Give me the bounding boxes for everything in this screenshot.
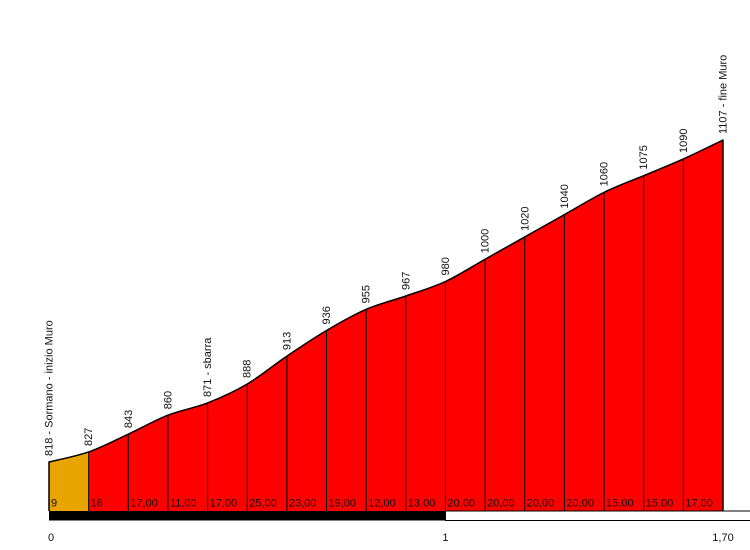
elevation-label: 1060 xyxy=(599,162,611,186)
gradient-label: 20,00 xyxy=(566,498,594,510)
gradient-label: 13,00 xyxy=(408,498,436,510)
x-axis-label: 1,70 xyxy=(712,532,733,544)
profile-segment xyxy=(49,451,89,511)
elevation-label: 955 xyxy=(361,285,373,303)
profile-segment xyxy=(564,192,605,511)
profile-segment xyxy=(167,402,208,511)
gradient-label: 25,00 xyxy=(249,498,277,510)
gradient-label: 11,00 xyxy=(170,498,197,510)
profile-segment xyxy=(128,415,168,511)
elevation-label: 1107 - fine Muro xyxy=(718,55,730,134)
elevation-label: 843 xyxy=(123,410,135,428)
elevation-label: 1000 xyxy=(480,229,492,253)
gradient-label: 20,00 xyxy=(487,498,515,510)
gradient-label: 17,00 xyxy=(130,498,158,510)
elevation-label: 1020 xyxy=(519,206,531,230)
elevation-label: 871 - sbarra xyxy=(202,337,214,397)
elevation-label: 1075 xyxy=(638,145,650,169)
elevation-label: 860 xyxy=(162,391,174,409)
gradient-label: 16 xyxy=(91,498,103,510)
elevation-label: 827 xyxy=(83,428,95,446)
elevation-label: 888 xyxy=(242,360,254,378)
x-axis-label: 0 xyxy=(48,532,54,544)
elevation-label: 936 xyxy=(321,306,333,324)
gradient-label: 15,00 xyxy=(646,498,674,510)
profile-segment xyxy=(326,309,367,511)
x-axis-label: 1 xyxy=(442,532,448,544)
profile-segment xyxy=(405,281,446,511)
profile-segment xyxy=(286,330,327,511)
profile-segment xyxy=(366,295,406,511)
elevation-label: 818 - Sormano - inizio Muro xyxy=(44,320,56,456)
profile-segment xyxy=(445,259,486,511)
profile-segment xyxy=(485,236,525,511)
profile-outline xyxy=(48,139,724,511)
gradient-label: 19,00 xyxy=(329,498,357,510)
profile-segment xyxy=(683,140,723,511)
gradient-label: 17,00 xyxy=(210,498,238,510)
scale-bar-open xyxy=(444,510,750,521)
profile-segment xyxy=(247,356,287,511)
gradient-label: 20,00 xyxy=(527,498,555,510)
gradient-label: 17,00 xyxy=(685,498,713,510)
elevation-label: 980 xyxy=(440,257,452,275)
elevation-label: 913 xyxy=(281,332,293,350)
profile-segment xyxy=(643,158,684,511)
profile-segment xyxy=(207,384,248,511)
gradient-label: 9 xyxy=(51,498,57,510)
elevation-label: 1090 xyxy=(678,128,690,152)
elevation-label: 967 xyxy=(400,272,412,290)
scale-bar-filled xyxy=(49,511,446,521)
profile-segment xyxy=(88,434,129,511)
profile-segment xyxy=(604,175,644,511)
gradient-label: 23,00 xyxy=(289,498,317,510)
gradient-label: 20,00 xyxy=(447,498,475,510)
gradient-label: 12,00 xyxy=(368,498,396,510)
gradient-label: 15,00 xyxy=(606,498,634,510)
elevation-label: 1040 xyxy=(559,184,571,208)
profile-segment xyxy=(524,214,565,511)
